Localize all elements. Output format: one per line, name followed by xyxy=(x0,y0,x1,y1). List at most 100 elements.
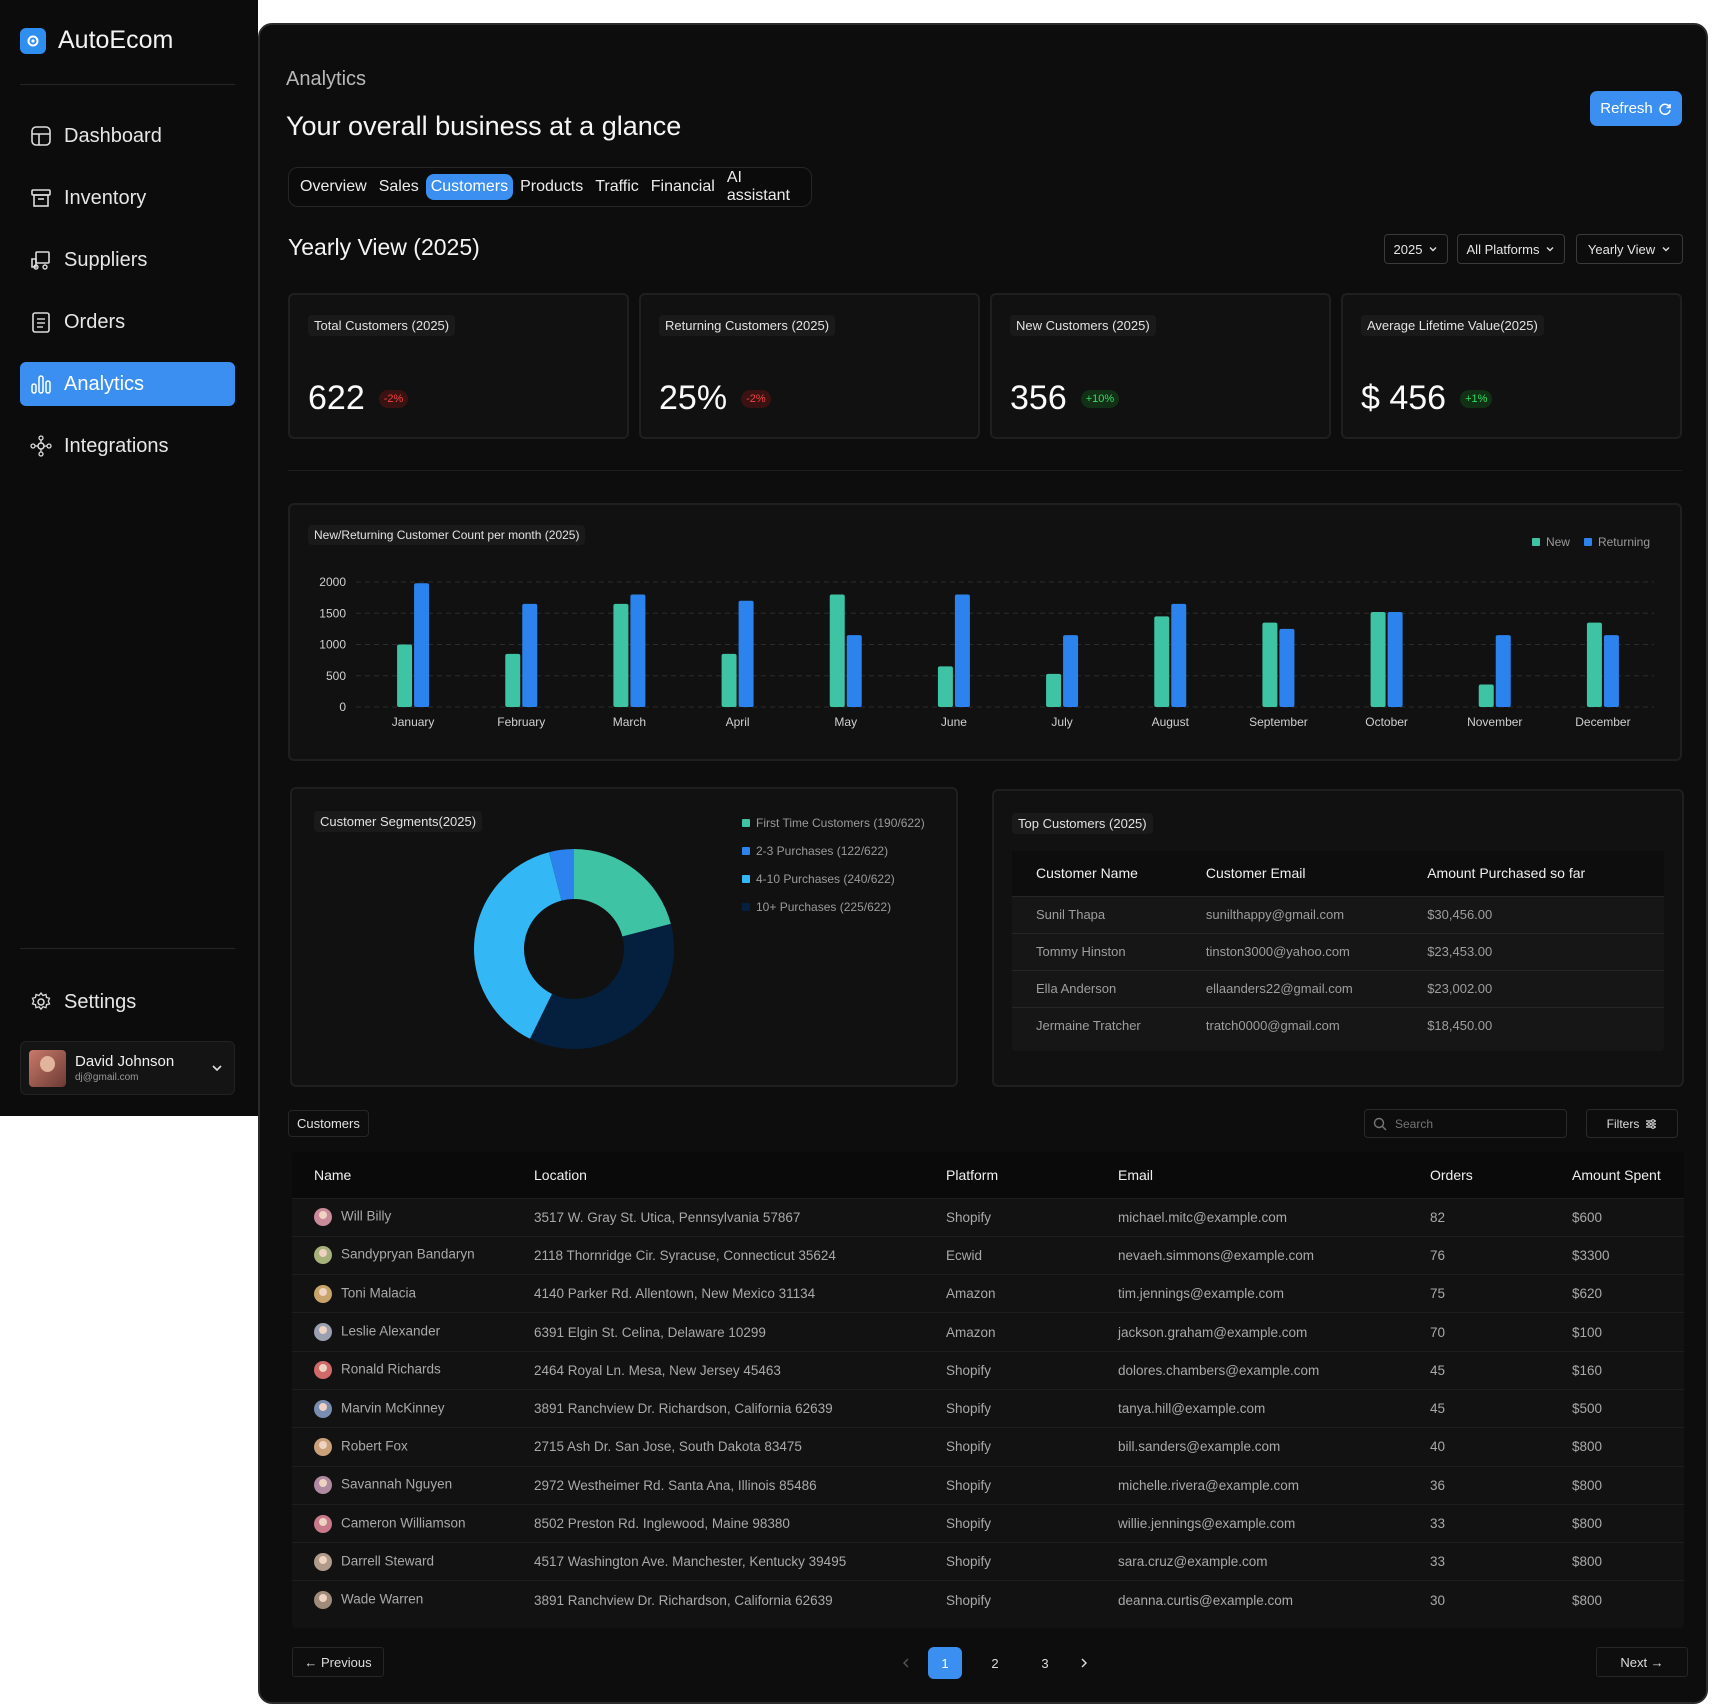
page-2-button[interactable]: 2 xyxy=(991,1655,999,1671)
table-cell: Sunil Thapa xyxy=(1012,895,1205,933)
table-cell: tratch0000@gmail.com xyxy=(1204,1006,1427,1044)
legend-item-new: New xyxy=(1531,535,1570,549)
sidebar-item-orders[interactable]: Orders xyxy=(20,300,235,344)
table-cell: Amazon xyxy=(945,1274,1117,1313)
table-cell: Ronald Richards xyxy=(292,1350,533,1390)
table-cell: 45 xyxy=(1429,1350,1571,1390)
period-select[interactable]: Yearly View xyxy=(1576,234,1683,264)
table-cell: 82 xyxy=(1429,1197,1571,1237)
avatar xyxy=(314,1514,332,1533)
table-cell: deanna.curtis@example.com xyxy=(1117,1580,1429,1620)
sidebar-item-integrations[interactable]: Integrations xyxy=(20,424,235,468)
tab-traffic[interactable]: Traffic xyxy=(595,178,639,195)
table-header-row: Name Location Platform Email Orders Amou… xyxy=(292,1152,1684,1198)
year-select[interactable]: 2025 xyxy=(1384,234,1448,264)
chevron-left-icon[interactable] xyxy=(900,1657,912,1669)
stat-delta-badge: +1% xyxy=(1460,389,1493,408)
top-customers-title: Top Customers (2025) xyxy=(1012,813,1153,834)
table-row[interactable]: Darrell Steward 4517 Washington Ave. Manc… xyxy=(292,1542,1684,1581)
y-tick-label: 1500 xyxy=(319,606,346,620)
page-section-label: Analytics xyxy=(286,68,367,90)
brand[interactable]: AutoEcom xyxy=(20,26,173,55)
legend-swatch xyxy=(742,875,750,883)
filter-icon xyxy=(1646,1118,1657,1129)
table-cell: tinston3000@yahoo.com xyxy=(1204,932,1427,970)
table-row[interactable]: Robert Fox 2715 Ash Dr. San Jose, South D… xyxy=(292,1427,1684,1467)
sidebar-item-inventory[interactable]: Inventory xyxy=(20,176,235,220)
legend-item-returning: Returning xyxy=(1583,535,1650,549)
page-title: Your overall business at a glance xyxy=(286,111,682,141)
table-row[interactable]: Jermaine Tratcher tratch0000@gmail.com $18… xyxy=(1012,1006,1664,1044)
legend-label: 2-3 Purchases (122/622) xyxy=(756,844,889,858)
table-row[interactable]: Tommy Hinston tinston3000@yahoo.com $23,45… xyxy=(1012,932,1664,970)
table-cell: sara.cruz@example.com xyxy=(1117,1542,1429,1581)
table-row[interactable]: Ella Anderson ellaanders22@gmail.com $23,0… xyxy=(1012,969,1664,1007)
table-cell: Leslie Alexander xyxy=(292,1312,533,1352)
user-email: dj@gmail.com xyxy=(75,1072,139,1083)
customer-name: Robert Fox xyxy=(341,1438,408,1454)
table-row[interactable]: Sandypryan Bandaryn 2118 Thornridge Cir. … xyxy=(292,1235,1684,1275)
customer-name: Marvin McKinney xyxy=(341,1400,445,1416)
table-row[interactable]: Ronald Richards 2464 Royal Ln. Mesa, New … xyxy=(292,1350,1684,1390)
table-row[interactable]: Toni Malacia 4140 Parker Rd. Allentown, N… xyxy=(292,1274,1684,1313)
sidebar-item-suppliers[interactable]: Suppliers xyxy=(20,238,235,282)
table-row[interactable]: Wade Warren 3891 Ranchview Dr. Richardson… xyxy=(292,1580,1684,1620)
tab-sales[interactable]: Sales xyxy=(378,178,419,195)
stat-delta-badge: +10% xyxy=(1080,389,1120,408)
search-box[interactable] xyxy=(1364,1109,1567,1138)
customers-section-title: Customers xyxy=(288,1110,369,1137)
user-menu[interactable]: David Johnson dj@gmail.com xyxy=(20,1041,235,1095)
table-cell: Toni Malacia xyxy=(292,1274,533,1313)
x-tick-label: March xyxy=(613,715,646,729)
tab-customers[interactable]: Customers xyxy=(425,174,514,200)
sidebar-item-settings[interactable]: Settings xyxy=(20,980,235,1024)
stat-label: New Customers (2025) xyxy=(1010,315,1156,336)
chevron-right-icon[interactable] xyxy=(1078,1657,1090,1669)
bar-returning xyxy=(954,594,970,707)
table-cell: $800 xyxy=(1571,1580,1684,1620)
next-page-button[interactable]: Next → xyxy=(1596,1647,1688,1677)
brand-name: AutoEcom xyxy=(58,26,174,54)
column-header: Customer Email xyxy=(1205,865,1306,882)
bar-returning xyxy=(630,594,646,707)
page-1-button[interactable]: 1 xyxy=(928,1647,962,1679)
avatar xyxy=(314,1361,332,1380)
sidebar-item-analytics[interactable]: Analytics xyxy=(20,362,235,406)
legend-swatch xyxy=(1531,538,1540,546)
refresh-label: Refresh xyxy=(1600,100,1653,117)
sidebar-item-dashboard[interactable]: Dashboard xyxy=(20,114,235,158)
table-row[interactable]: Will Billy 3517 W. Gray St. Utica, Pennsy… xyxy=(292,1197,1684,1237)
table-row[interactable]: Savannah Nguyen 2972 Westheimer Rd. Santa… xyxy=(292,1465,1684,1505)
tab-financial[interactable]: Financial xyxy=(650,178,715,195)
table-cell: $800 xyxy=(1571,1542,1684,1581)
suppliers-icon xyxy=(31,251,50,270)
refresh-button[interactable]: Refresh xyxy=(1590,91,1682,126)
table-cell: ellaanders22@gmail.com xyxy=(1204,969,1427,1007)
search-input[interactable] xyxy=(1393,1115,1547,1132)
table-row[interactable]: Sunil Thapa sunilthappy@gmail.com $30,456.… xyxy=(1012,895,1664,933)
table-row[interactable]: Leslie Alexander 6391 Elgin St. Celina, D… xyxy=(292,1312,1684,1352)
platform-select[interactable]: All Platforms xyxy=(1457,234,1565,264)
table-cell: 3891 Ranchview Dr. Richardson, Californi… xyxy=(533,1580,945,1620)
table-row[interactable]: Cameron Williamson 8502 Preston Rd. Ingle… xyxy=(292,1503,1684,1543)
tab-ai-assistant[interactable]: AI assistant xyxy=(726,169,790,204)
bar-returning xyxy=(522,603,538,707)
table-cell: tim.jennings@example.com xyxy=(1117,1274,1429,1313)
filters-button[interactable]: Filters xyxy=(1586,1109,1678,1138)
avatar xyxy=(314,1323,332,1342)
x-tick-label: May xyxy=(834,715,857,729)
stat-value: 25% xyxy=(659,379,728,417)
sidebar-item-label: Suppliers xyxy=(64,248,148,271)
page-3-button[interactable]: 3 xyxy=(1041,1655,1049,1671)
filters-label: Filters xyxy=(1606,1116,1640,1131)
tab-overview[interactable]: Overview xyxy=(300,178,367,195)
table-row[interactable]: Marvin McKinney 3891 Ranchview Dr. Richar… xyxy=(292,1388,1684,1428)
stat-label: Total Customers (2025) xyxy=(308,315,456,336)
previous-page-button[interactable]: ← Previous xyxy=(292,1647,384,1677)
sidebar-item-label: Settings xyxy=(64,990,137,1013)
legend-item: 2-3 Purchases (122/622) xyxy=(742,837,925,865)
table-cell: 33 xyxy=(1429,1542,1571,1581)
customer-name: Savannah Nguyen xyxy=(341,1476,453,1492)
customer-name: Wade Warren xyxy=(341,1591,424,1607)
tab-products[interactable]: Products xyxy=(520,178,584,195)
